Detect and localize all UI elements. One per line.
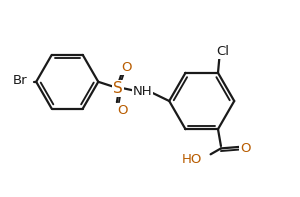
Text: HO: HO [182, 152, 202, 165]
Text: Cl: Cl [216, 45, 229, 58]
Text: NH: NH [133, 85, 152, 98]
Text: O: O [122, 60, 132, 73]
Text: O: O [117, 104, 128, 117]
Text: Br: Br [13, 74, 27, 87]
Text: O: O [240, 142, 250, 155]
Text: S: S [113, 81, 123, 96]
